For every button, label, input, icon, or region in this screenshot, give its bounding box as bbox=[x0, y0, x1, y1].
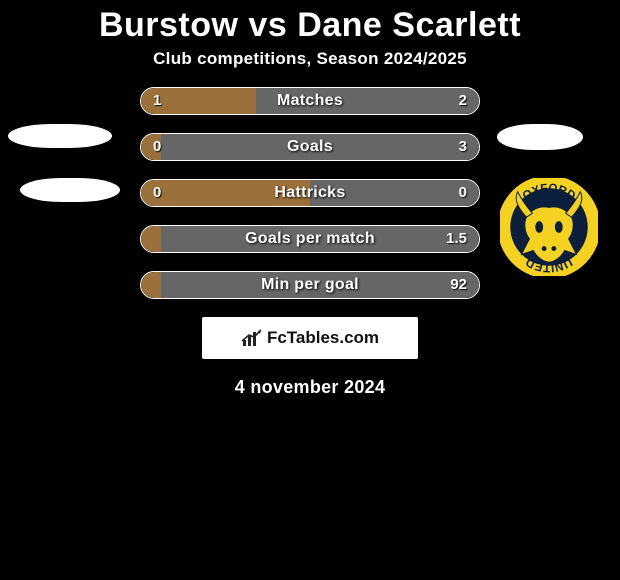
player1-club-badge-placeholder bbox=[20, 178, 120, 202]
comparison-rows: 12Matches 03Goals 00Hattricks 1.5Goals per … bbox=[140, 87, 480, 299]
fctables-chart-icon bbox=[241, 328, 263, 348]
stat-label: Hattricks bbox=[141, 180, 479, 207]
stat-row: 1.5Goals per match bbox=[140, 225, 480, 253]
stat-row: 12Matches bbox=[140, 87, 480, 115]
stat-label: Goals per match bbox=[141, 226, 479, 253]
subtitle: Club competitions, Season 2024/2025 bbox=[0, 49, 620, 87]
oxford-united-badge: OXFORD UNITED bbox=[500, 178, 598, 276]
stat-label: Goals bbox=[141, 134, 479, 161]
vs-text: vs bbox=[248, 6, 287, 44]
fctables-text: FcTables.com bbox=[267, 328, 379, 348]
fctables-branding: FcTables.com bbox=[202, 317, 418, 359]
stat-row: 92Min per goal bbox=[140, 271, 480, 299]
stat-row: 03Goals bbox=[140, 133, 480, 161]
stat-label: Min per goal bbox=[141, 272, 479, 299]
player2-photo-placeholder bbox=[497, 124, 583, 150]
player1-name: Burstow bbox=[99, 6, 239, 44]
player2-name: Dane Scarlett bbox=[297, 6, 521, 44]
date: 4 november 2024 bbox=[0, 377, 620, 398]
stat-row: 00Hattricks bbox=[140, 179, 480, 207]
comparison-title: Burstow vs Dane Scarlett bbox=[0, 0, 620, 49]
player1-photo-placeholder bbox=[8, 124, 112, 148]
stat-label: Matches bbox=[141, 88, 479, 115]
